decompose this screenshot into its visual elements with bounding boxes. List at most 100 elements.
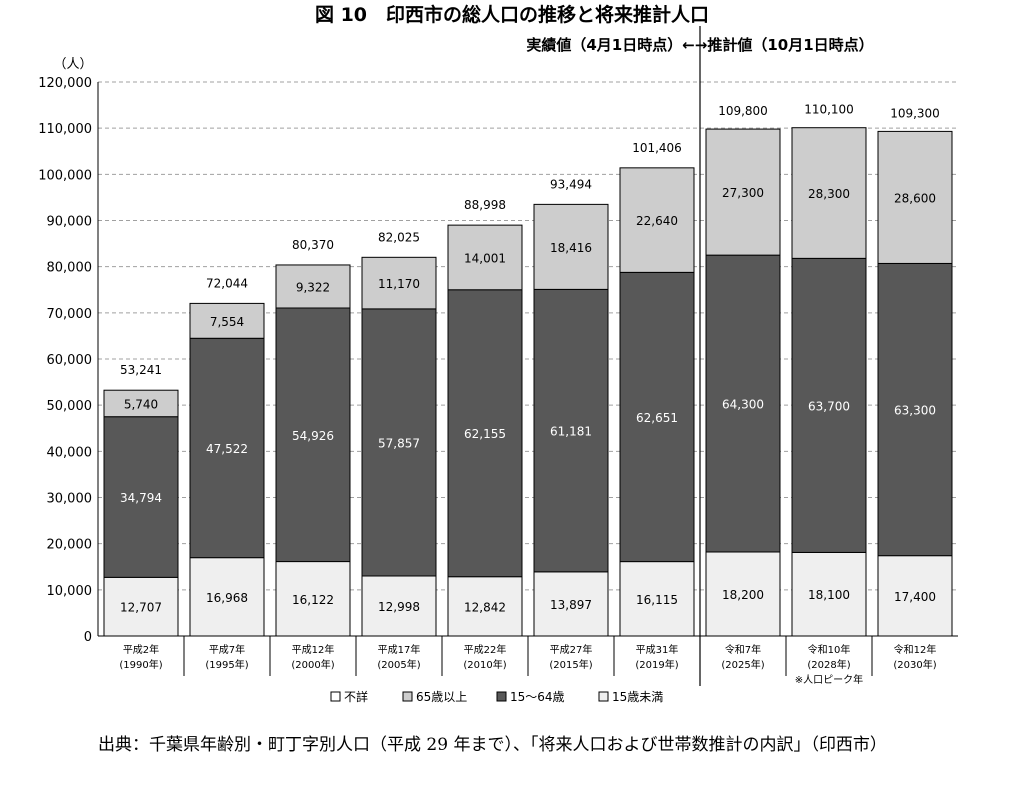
bar-segment (705, 551, 781, 637)
total-label: 109,300 (890, 106, 940, 120)
legend-label: 15～64歳 (510, 690, 565, 704)
bar-segment (533, 203, 609, 290)
x-tick-label: (2028年) (807, 658, 850, 671)
x-tick-label: (1995年) (205, 658, 248, 671)
y-unit-label: （人） (53, 57, 92, 72)
legend-label: 15歳未満 (612, 690, 663, 704)
x-tick-label: (2025年) (721, 658, 764, 671)
total-label: 72,044 (206, 276, 248, 290)
data-label: 22,640 (636, 214, 678, 228)
bar-segment (275, 561, 351, 637)
data-label: 54,926 (292, 429, 334, 443)
data-label: 5,740 (124, 397, 158, 411)
x-tick-label: 平成31年 (636, 643, 679, 656)
bar-segment (189, 302, 265, 339)
bar-segment (103, 576, 179, 637)
figure-caption: 図 10 印西市の総人口の推移と将来推計人口 (314, 4, 710, 26)
x-tick-label: 令和7年 (725, 643, 761, 656)
bar-segment (447, 289, 523, 578)
source-note: 出典：千葉県年齢別・町丁字別人口（平成 29 年まで）、「将来人口および世帯数推… (98, 735, 887, 755)
x-tick-label: (2000年) (291, 658, 334, 671)
data-label: 12,707 (120, 601, 162, 615)
total-label: 109,800 (718, 104, 768, 118)
data-label: 9,322 (296, 280, 330, 294)
legend-label: 不詳 (344, 689, 368, 704)
y-tick-label: 10,000 (47, 584, 93, 599)
y-tick-label: 40,000 (47, 445, 93, 460)
data-label: 63,700 (808, 399, 850, 413)
y-tick-label: 100,000 (38, 168, 92, 183)
x-tick-label: (2005年) (377, 658, 420, 671)
total-label: 110,100 (804, 103, 854, 117)
data-label: 18,100 (808, 588, 850, 602)
bar-segment (189, 557, 265, 637)
y-tick-label: 30,000 (47, 492, 93, 507)
total-label: 93,494 (550, 177, 592, 191)
y-tick-label: 60,000 (47, 353, 93, 368)
data-label: 18,416 (550, 241, 592, 255)
data-label: 17,400 (894, 590, 936, 604)
legend-swatch (496, 691, 507, 702)
bar-segment (877, 555, 953, 637)
data-label: 13,897 (550, 598, 592, 612)
bar-segment (791, 257, 867, 553)
data-label: 11,170 (378, 277, 420, 291)
bar-segment (447, 576, 523, 637)
total-label: 82,025 (378, 230, 420, 244)
data-label: 16,115 (636, 593, 678, 607)
data-label: 57,857 (378, 436, 420, 450)
legend-swatch (402, 691, 413, 702)
data-label: 12,842 (464, 600, 506, 614)
x-tick-label: 平成17年 (378, 643, 421, 656)
bar-segment (103, 416, 179, 578)
x-tick-label: (2030年) (893, 658, 936, 671)
data-label: 18,200 (722, 588, 764, 602)
peak-year-note: ※人口ピーク年 (795, 673, 863, 686)
data-label: 28,600 (894, 191, 936, 205)
y-tick-label: 80,000 (47, 261, 93, 276)
x-tick-label: 平成27年 (550, 643, 593, 656)
y-tick-label: 120,000 (38, 76, 92, 91)
bar-segment (275, 307, 351, 563)
legend-swatch (330, 691, 341, 702)
bar-segment (705, 254, 781, 553)
data-label: 14,001 (464, 251, 506, 265)
x-tick-label: (2015年) (549, 658, 592, 671)
data-label: 62,155 (464, 427, 506, 441)
total-label: 80,370 (292, 238, 334, 252)
bar-segment (619, 167, 695, 273)
data-label: 16,122 (292, 593, 334, 607)
data-label: 16,968 (206, 591, 248, 605)
bar-segment (791, 127, 867, 259)
legend-swatch (598, 691, 609, 702)
y-tick-label: 20,000 (47, 538, 93, 553)
bar-segment (275, 264, 351, 309)
total-label: 53,241 (120, 363, 162, 377)
bar-segment (877, 262, 953, 557)
x-tick-label: 平成12年 (292, 643, 335, 656)
x-tick-label: 令和12年 (894, 643, 937, 656)
x-tick-label: (2019年) (635, 658, 678, 671)
data-label: 62,651 (636, 411, 678, 425)
bar-segment (103, 389, 179, 418)
period-label: 実績値（4月1日時点）←→推計値（10月1日時点） (526, 36, 873, 54)
legend-label: 65歳以上 (416, 690, 467, 704)
bar-segment (447, 224, 523, 291)
data-label: 27,300 (722, 186, 764, 200)
bar-segment (361, 575, 437, 637)
bar-segment (705, 128, 781, 256)
x-tick-label: (2010年) (463, 658, 506, 671)
total-label: 101,406 (632, 141, 682, 155)
bar-segment (619, 561, 695, 637)
bar-segment (877, 130, 953, 264)
y-tick-label: 70,000 (47, 307, 93, 322)
y-tick-label: 50,000 (47, 399, 93, 414)
data-label: 28,300 (808, 187, 850, 201)
data-label: 64,300 (722, 398, 764, 412)
bar-segment (619, 271, 695, 563)
x-tick-label: (1990年) (119, 658, 162, 671)
y-tick-label: 90,000 (47, 215, 93, 230)
total-label: 88,998 (464, 198, 506, 212)
x-tick-label: 令和10年 (808, 643, 851, 656)
y-tick-label: 110,000 (38, 122, 92, 137)
